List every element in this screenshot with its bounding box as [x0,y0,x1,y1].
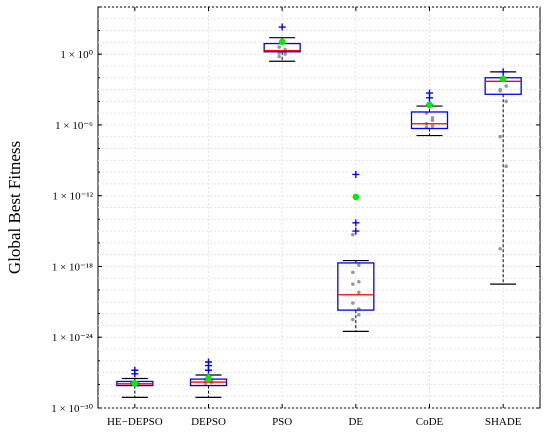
mean-marker [205,374,212,382]
outlier-marker [205,358,212,366]
x-tick-label: PSO [272,416,292,428]
y-tick-label: 1 × 10⁻²⁴ [52,332,93,344]
outlier-marker [352,227,360,235]
y-axis-label: Global Best Fitness [5,141,24,274]
x-axis-ticks: HE−DEPSO DEPSO PSO DE CoDE SHADE [107,7,522,428]
outlier-marker [352,219,360,227]
data-point [504,99,508,104]
box-group [263,23,301,62]
x-tick-label: SHADE [485,416,522,428]
box-group [189,358,228,398]
box-group [337,170,375,332]
box-group [116,366,154,398]
outlier-marker [278,23,286,31]
x-tick-label: DEPSO [191,416,226,428]
data-point [351,270,355,275]
data-point [351,282,355,286]
outlier-marker [131,366,139,374]
data-point [430,124,435,128]
data-point [430,116,435,120]
mean-marker [131,379,139,387]
y-tick-label: 1 × 10⁰ [60,49,93,61]
data-point [351,317,355,322]
y-tick-label: 1 × 10⁻¹⁸ [52,261,93,273]
x-tick-label: DE [348,416,363,428]
mean-marker [278,38,286,46]
y-tick-label: 1 × 10⁻⁶ [55,120,93,132]
y-tick-label: 1 × 10⁻³⁰ [51,403,93,415]
y-axis-ticks: 1 × 10⁰ 1 × 10⁻⁶ 1 × 10⁻¹² 1 × 10⁻¹⁸ 1 × 10⁻… [51,6,540,415]
mean-marker [426,101,433,109]
data-point [277,45,281,49]
box [337,262,375,311]
data-point [498,88,502,93]
mean-marker [499,75,507,83]
data-point [504,164,508,169]
data-point [351,301,355,305]
grid-lines [98,6,540,409]
x-tick-label: HE−DEPSO [107,416,163,428]
outlier-marker [499,68,507,76]
box-group [410,89,449,137]
data-point [357,290,361,295]
data-point [277,54,281,59]
x-tick-label: CoDE [416,416,444,428]
data-point [498,134,502,139]
data-point [357,280,361,284]
mean-marker [352,193,360,201]
data-point [357,313,361,317]
outlier-marker [352,170,360,178]
data-point [504,84,508,88]
data-point [357,263,361,268]
y-tick-label: 1 × 10⁻¹² [52,191,93,203]
data-point [351,232,355,237]
data-point [498,246,502,251]
box [410,111,449,130]
box-series [116,23,522,398]
outlier-marker [426,94,433,102]
box-group [484,68,522,285]
